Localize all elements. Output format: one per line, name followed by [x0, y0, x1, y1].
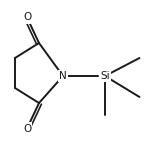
Text: O: O — [23, 12, 31, 22]
Text: Si: Si — [100, 71, 110, 81]
Text: N: N — [59, 71, 67, 81]
Text: O: O — [23, 123, 31, 133]
